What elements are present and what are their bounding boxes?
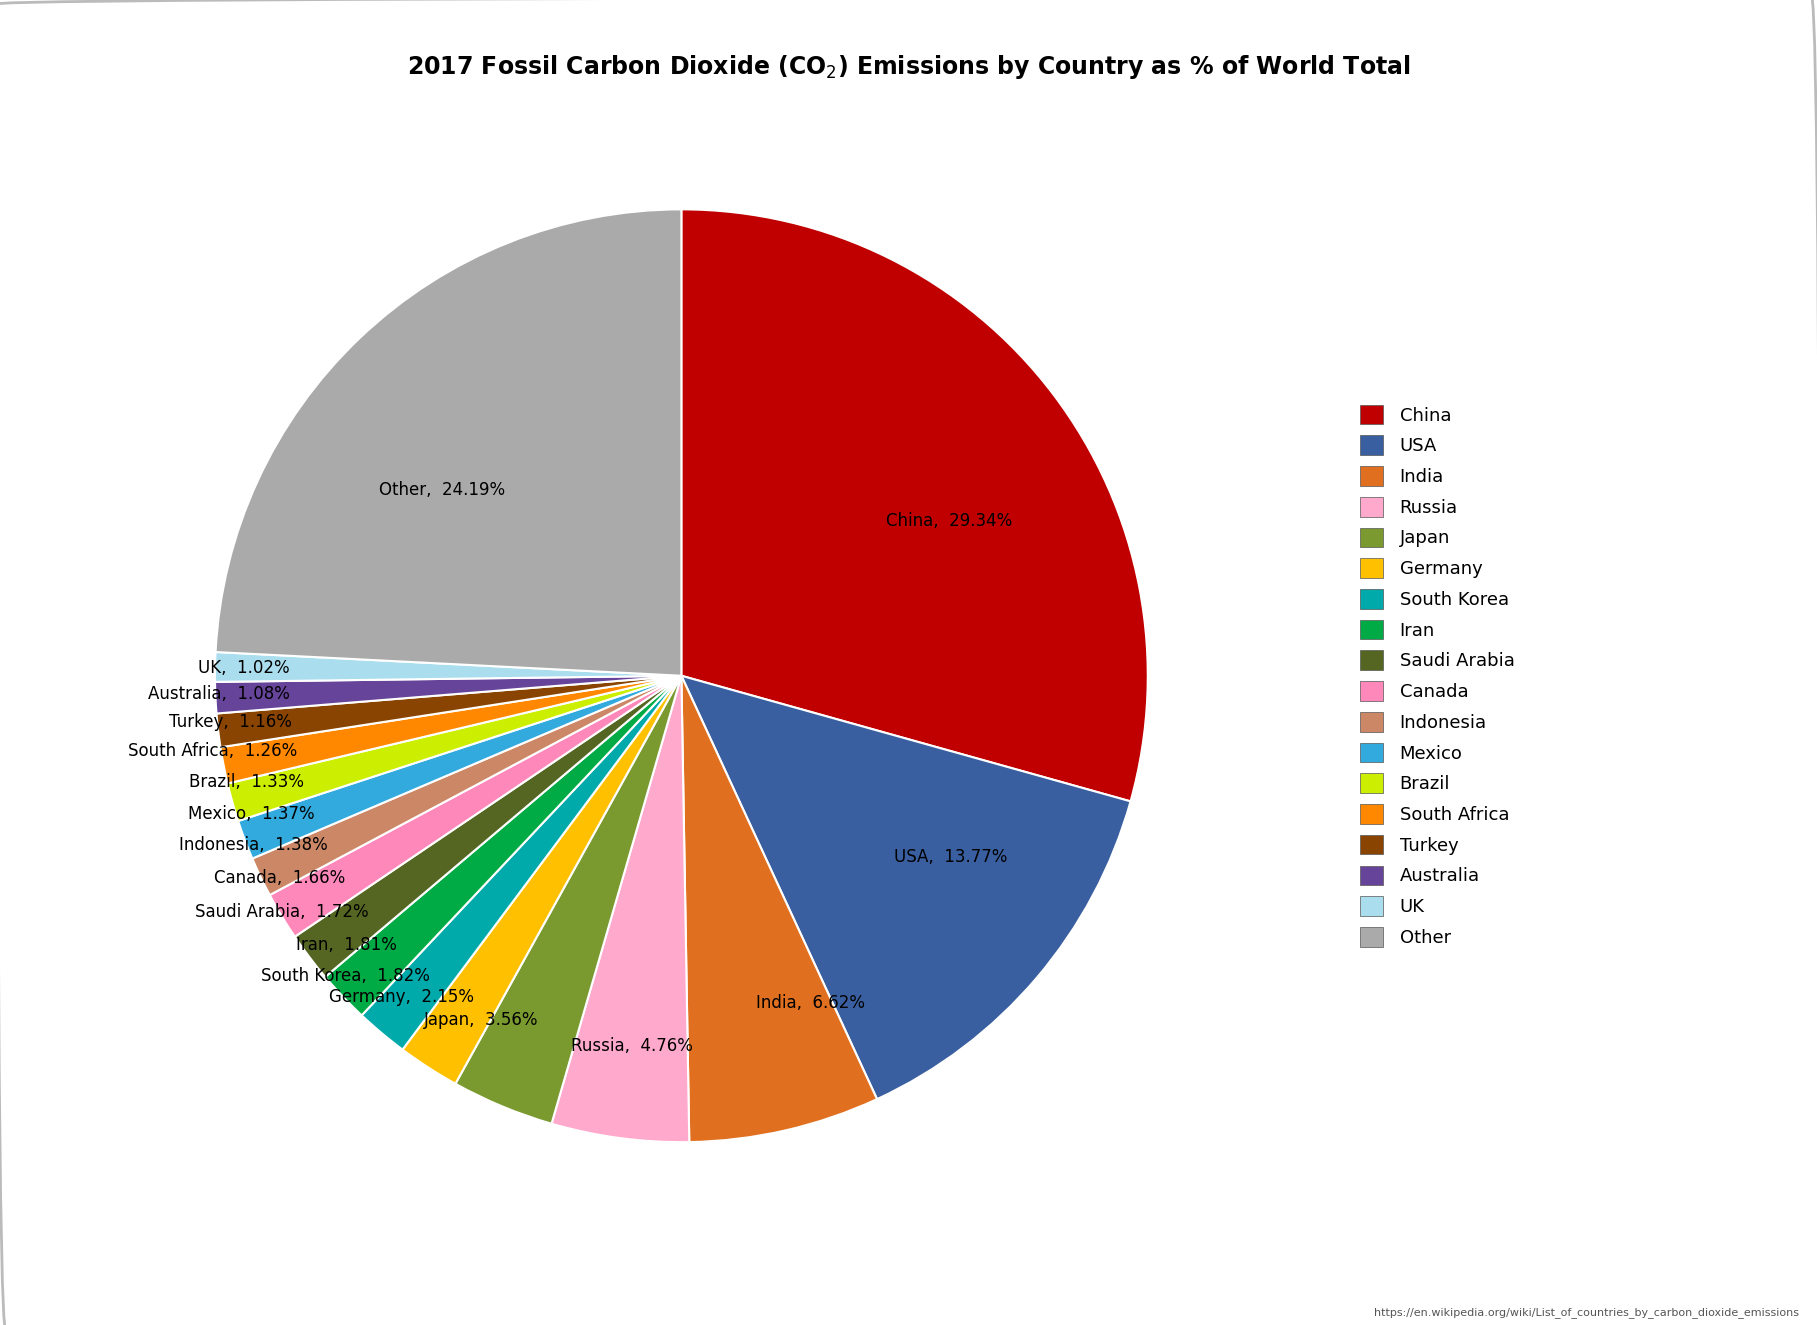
Wedge shape xyxy=(214,652,681,682)
Wedge shape xyxy=(214,676,681,713)
Wedge shape xyxy=(681,209,1148,802)
Text: UK,  1.02%: UK, 1.02% xyxy=(198,660,289,677)
Text: 2017 Fossil Carbon Dioxide (CO$_2$) Emissions by Country as % of World Total: 2017 Fossil Carbon Dioxide (CO$_2$) Emis… xyxy=(407,53,1410,81)
Text: Turkey,  1.16%: Turkey, 1.16% xyxy=(169,713,293,730)
Text: Canada,  1.66%: Canada, 1.66% xyxy=(214,869,345,886)
Text: Iran,  1.81%: Iran, 1.81% xyxy=(296,937,398,954)
Wedge shape xyxy=(227,676,681,822)
Text: India,  6.62%: India, 6.62% xyxy=(756,994,865,1012)
Text: Russia,  4.76%: Russia, 4.76% xyxy=(571,1036,692,1055)
Wedge shape xyxy=(362,676,681,1049)
Legend: China, USA, India, Russia, Japan, Germany, South Korea, Iran, Saudi Arabia, Cana: China, USA, India, Russia, Japan, German… xyxy=(1359,404,1515,947)
Text: Japan,  3.56%: Japan, 3.56% xyxy=(423,1011,538,1030)
Wedge shape xyxy=(220,676,681,783)
Text: Saudi Arabia,  1.72%: Saudi Arabia, 1.72% xyxy=(196,904,369,921)
Wedge shape xyxy=(216,209,681,676)
Wedge shape xyxy=(238,676,681,859)
Wedge shape xyxy=(216,676,681,747)
Wedge shape xyxy=(253,676,681,894)
Wedge shape xyxy=(325,676,681,1015)
Text: South Korea,  1.82%: South Korea, 1.82% xyxy=(260,967,429,984)
Text: https://en.wikipedia.org/wiki/List_of_countries_by_carbon_dioxide_emissions: https://en.wikipedia.org/wiki/List_of_co… xyxy=(1374,1308,1799,1318)
Text: Mexico,  1.37%: Mexico, 1.37% xyxy=(187,804,314,823)
Wedge shape xyxy=(269,676,681,937)
Text: Brazil,  1.33%: Brazil, 1.33% xyxy=(189,772,303,791)
Wedge shape xyxy=(552,676,689,1142)
Text: Germany,  2.15%: Germany, 2.15% xyxy=(329,988,474,1006)
Wedge shape xyxy=(456,676,681,1124)
Wedge shape xyxy=(294,676,681,977)
Wedge shape xyxy=(681,676,878,1142)
Text: Indonesia,  1.38%: Indonesia, 1.38% xyxy=(180,836,327,853)
Text: Australia,  1.08%: Australia, 1.08% xyxy=(149,685,291,704)
Text: USA,  13.77%: USA, 13.77% xyxy=(894,848,1008,867)
Wedge shape xyxy=(681,676,1130,1100)
Wedge shape xyxy=(403,676,681,1084)
Text: Other,  24.19%: Other, 24.19% xyxy=(378,481,505,498)
Text: South Africa,  1.26%: South Africa, 1.26% xyxy=(127,742,296,761)
Text: China,  29.34%: China, 29.34% xyxy=(885,511,1012,530)
